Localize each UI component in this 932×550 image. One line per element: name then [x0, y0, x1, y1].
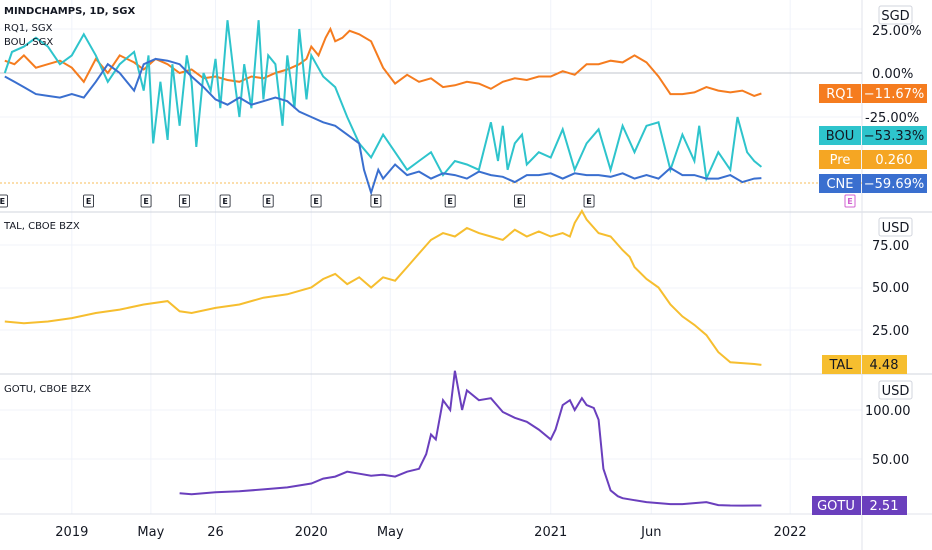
price-tag-bou-label: BOU	[826, 129, 854, 144]
earnings-marker-label: E	[143, 197, 148, 206]
currency-label-usd-gotu: USD	[882, 384, 910, 399]
earnings-marker[interactable]: E	[178, 194, 190, 208]
x-tick-label: 2021	[534, 525, 567, 540]
earnings-marker[interactable]: E	[370, 194, 382, 208]
y-tick-75: 75.00	[872, 239, 909, 254]
y-tick-50: 50.00	[872, 281, 909, 296]
price-tag-pre[interactable]: Pre 0.260	[819, 150, 927, 169]
price-tag-pre-label: Pre	[830, 153, 851, 168]
currency-box-sgd[interactable]: SGD	[878, 5, 913, 25]
earnings-marker-label: E	[313, 197, 318, 206]
y-tick-25: 25.00	[872, 324, 909, 339]
earnings-marker-label: E	[517, 197, 522, 206]
currency-label-usd-tal: USD	[882, 221, 910, 236]
price-tag-bou-value: −53.33%	[864, 129, 924, 144]
earnings-marker[interactable]: E	[583, 194, 595, 208]
earnings-marker-label: E	[586, 197, 591, 206]
earnings-marker[interactable]: E	[310, 194, 322, 208]
price-tag-rq1-value: −11.67%	[864, 87, 924, 102]
earnings-marker-label: E	[222, 197, 227, 206]
price-tag-gotu-value: 2.51	[870, 499, 899, 514]
y-tick-25pct: 25.00%	[872, 24, 922, 39]
price-tag-bou[interactable]: BOU −53.33%	[819, 126, 927, 145]
x-tick-label: 2019	[55, 525, 88, 540]
pane-1-legend-bou[interactable]: BOU, SGX	[4, 37, 53, 48]
x-tick-label: May	[137, 525, 164, 540]
earnings-marker[interactable]: E	[0, 194, 8, 208]
earnings-marker[interactable]: E	[219, 194, 231, 208]
price-tag-cne-value: −59.69%	[864, 177, 924, 192]
pane-2-title[interactable]: TAL, CBOE BZX	[3, 221, 80, 232]
time-axis[interactable]: 2019 May 26 2020 May 2021 Jun 2022	[55, 525, 806, 540]
earnings-marker[interactable]: E	[444, 194, 456, 208]
earnings-marker[interactable]: E	[83, 194, 94, 208]
x-tick-label: May	[377, 525, 404, 540]
price-tag-gotu[interactable]: GOTU 2.51	[812, 496, 907, 515]
x-tick-label: Jun	[640, 525, 661, 540]
earnings-marker[interactable]: E	[262, 194, 274, 208]
y-tick-100: 100.00	[865, 404, 911, 419]
earnings-marker-label: E	[447, 197, 452, 206]
y-tick-neg25pct: -25.00%	[865, 111, 919, 126]
earnings-marker-axis[interactable]: E	[844, 194, 856, 208]
earnings-marker-label: E	[182, 197, 187, 206]
price-tag-tal[interactable]: TAL 4.48	[822, 355, 907, 374]
price-tag-cne[interactable]: CNE −59.69%	[819, 174, 927, 193]
series-line-rq1[interactable]	[4, 26, 762, 97]
y-tick-0pct: 0.00%	[872, 67, 913, 82]
earnings-marker[interactable]: E	[140, 194, 152, 208]
series-line-tal[interactable]	[4, 209, 762, 366]
y-tick-50b: 50.00	[872, 453, 909, 468]
series-layer	[3, 20, 763, 507]
earnings-marker-label: E	[265, 197, 270, 206]
price-tag-cne-label: CNE	[826, 177, 853, 192]
price-tag-tal-label: TAL	[828, 358, 853, 373]
price-tag-tal-value: 4.48	[870, 358, 899, 373]
pane-1-legend-rq1[interactable]: RQ1, SGX	[4, 23, 53, 34]
earnings-marker-label: E	[86, 197, 91, 206]
price-tag-rq1[interactable]: RQ1 −11.67%	[819, 84, 927, 103]
price-tag-rq1-label: RQ1	[826, 87, 854, 102]
pane-1-title[interactable]: MINDCHAMPS, 1D, SGX	[4, 6, 136, 17]
currency-box-usd-gotu[interactable]: USD	[878, 380, 913, 400]
earnings-marker-axis-label: E	[847, 197, 852, 206]
pane-3-title[interactable]: GOTU, CBOE BZX	[4, 384, 91, 395]
earnings-marker-label: E	[373, 197, 378, 206]
x-tick-label: 26	[207, 525, 224, 540]
earnings-marker[interactable]: E	[514, 194, 525, 208]
price-tag-gotu-label: GOTU	[817, 499, 855, 514]
currency-box-usd-tal[interactable]: USD	[878, 217, 913, 237]
series-line-cne[interactable]	[4, 57, 762, 197]
earnings-marker-label: E	[0, 197, 5, 206]
series-line-gotu[interactable]	[179, 370, 762, 507]
x-tick-label: 2020	[295, 525, 328, 540]
price-tag-pre-value: 0.260	[875, 153, 912, 168]
x-tick-label: 2022	[774, 525, 807, 540]
horizontal-gridlines	[0, 28, 862, 460]
series-line-bou[interactable]	[3, 20, 763, 183]
currency-label-sgd: SGD	[881, 9, 909, 24]
